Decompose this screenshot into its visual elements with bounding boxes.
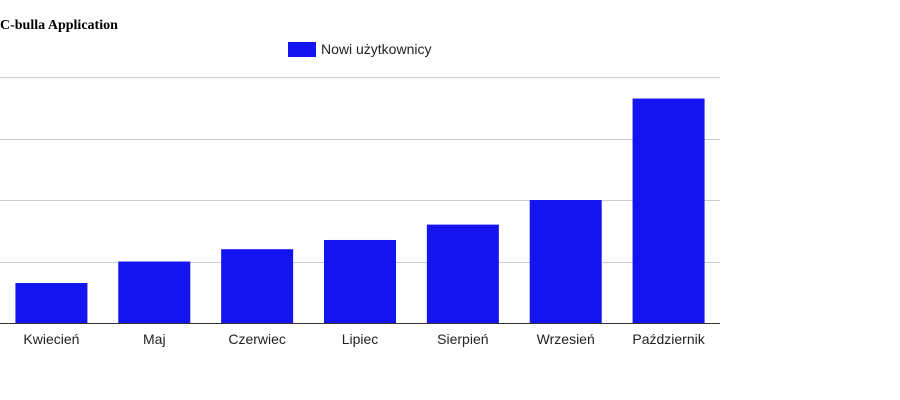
bar xyxy=(529,200,602,323)
chart-title: C-bulla Application xyxy=(0,18,118,33)
bar xyxy=(221,249,294,323)
legend-label: Nowi użytkownicy xyxy=(321,41,432,57)
bar xyxy=(15,283,88,323)
legend-swatch xyxy=(288,41,316,57)
bar xyxy=(118,261,191,323)
x-tick-label: Lipiec xyxy=(342,331,379,347)
bar xyxy=(632,98,705,324)
x-tick-label: Wrzesień xyxy=(537,331,595,347)
x-tick-label: Sierpień xyxy=(437,331,488,347)
x-tick-label: Październik xyxy=(632,331,705,347)
x-tick-label: Maj xyxy=(143,331,166,347)
chart-legend: Nowi użytkownicy xyxy=(288,41,431,57)
x-tick-label: Kwiecień xyxy=(23,331,79,347)
bar xyxy=(426,224,499,323)
x-tick-label: Czerwiec xyxy=(228,331,286,347)
bar xyxy=(324,239,396,323)
